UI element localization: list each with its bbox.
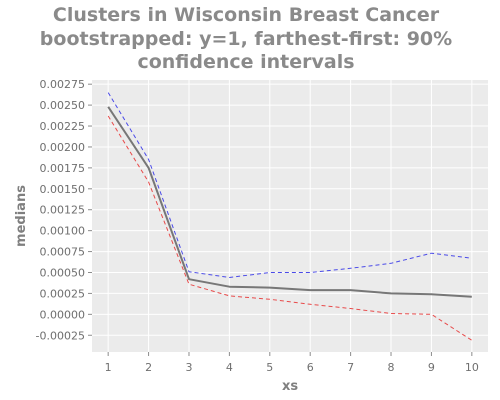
y-tick-label: 0.00225 — [40, 120, 86, 133]
y-tick-label: 0.00275 — [40, 78, 86, 91]
y-tick-label: 0.00075 — [40, 246, 86, 259]
x-axis-title: xs — [282, 379, 298, 394]
x-tick-label: 4 — [226, 361, 233, 374]
x-axis-ticks: 1 2 3 4 5 6 7 8 9 10 — [105, 352, 479, 374]
chart-title-line-2: bootstrapped: y=1, farthest-first: 90% — [40, 28, 452, 50]
x-tick-label: 9 — [428, 361, 435, 374]
series-line-lower-bound — [107, 115, 473, 341]
x-tick-label: 10 — [465, 361, 479, 374]
x-tick-label: 6 — [307, 361, 314, 374]
y-axis-title: medians — [14, 185, 29, 247]
x-tick-label: 5 — [266, 361, 273, 374]
plot-panel — [92, 80, 488, 352]
y-tick-label: 0.00150 — [40, 183, 86, 196]
y-tick-label: 0.00000 — [40, 308, 86, 321]
y-tick-label: 0.00200 — [40, 141, 86, 154]
y-tick-label: 0.00175 — [40, 162, 86, 175]
series-line-upper-bound — [107, 92, 472, 278]
chart-title-line-1: Clusters in Wisconsin Breast Cancer — [53, 4, 440, 26]
x-tick-label: 1 — [105, 361, 112, 374]
grid-lines — [92, 80, 488, 352]
y-tick-label: 0.00250 — [40, 99, 86, 112]
y-tick-label: 0.00050 — [40, 266, 86, 279]
y-tick-label: 0.00025 — [40, 287, 86, 300]
x-tick-label: 7 — [347, 361, 354, 374]
chart-title-line-3: confidence intervals — [137, 51, 354, 73]
x-tick-label: 3 — [185, 361, 192, 374]
y-tick-label: 0.00125 — [40, 204, 86, 217]
series-lines — [107, 92, 473, 341]
y-axis-ticks: -0.00025 0.00000 0.00025 0.00050 0.00075 0.00… — [36, 78, 92, 342]
y-tick-label: -0.00025 — [36, 329, 85, 342]
x-tick-label: 2 — [145, 361, 152, 374]
x-tick-label: 8 — [388, 361, 395, 374]
series-line-median — [107, 106, 472, 298]
y-tick-label: 0.00100 — [40, 225, 86, 238]
chart-title: Clusters in Wisconsin Breast Cancer boot… — [40, 4, 452, 73]
